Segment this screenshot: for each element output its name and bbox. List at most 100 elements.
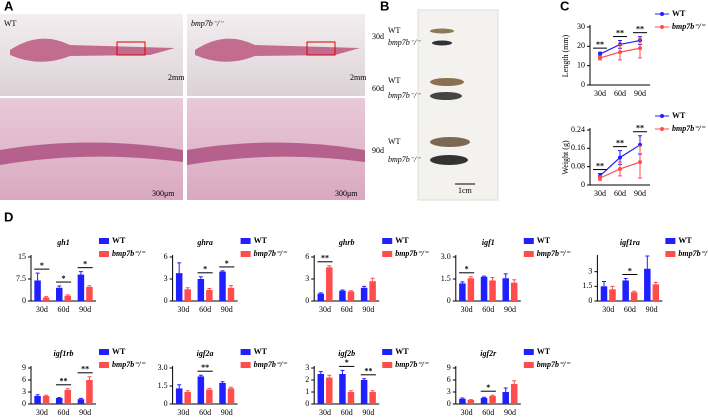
y-tick-label: 3 <box>305 363 309 372</box>
genotype-label: WT <box>388 26 401 35</box>
x-tick-label: 90d <box>362 408 374 417</box>
bar <box>64 295 71 301</box>
y-tick-label: 3 <box>447 387 451 396</box>
x-tick-label: 30d <box>461 305 473 314</box>
y-tick-label: 1.5 <box>158 381 168 390</box>
legend-swatch <box>99 251 109 257</box>
x-tick-label: 90d <box>634 89 646 98</box>
x-tick-label: 90d <box>362 305 374 314</box>
y-axis-label: Length (mm) <box>561 34 570 77</box>
bar <box>360 380 368 404</box>
x-tick-label: 30d <box>36 408 48 417</box>
chart-title: igf1ra <box>620 238 640 247</box>
error-bar <box>44 394 49 396</box>
bar <box>467 278 475 301</box>
point <box>638 160 642 165</box>
legend-swatch <box>240 251 251 257</box>
error-bar <box>468 276 473 279</box>
fish <box>430 92 462 100</box>
scale-bar: 2mm <box>168 73 185 82</box>
y-tick-label: 30 <box>577 22 585 31</box>
legend-swatch <box>382 362 393 368</box>
legend-swatch <box>99 238 109 244</box>
y-tick-label: 0 <box>164 399 168 408</box>
y-tick-label: 1.5 <box>441 274 451 283</box>
error-bar <box>645 255 650 269</box>
bar <box>219 383 226 404</box>
y-tick-label: 0 <box>581 180 585 189</box>
x-tick-label: 60d <box>341 305 353 314</box>
bar <box>510 282 518 301</box>
legend-swatch <box>240 349 251 355</box>
fish <box>430 155 468 165</box>
y-tick-label: 9 <box>447 363 451 372</box>
legend-label: bmp7b⁻/⁻ <box>672 22 706 31</box>
bar <box>467 400 475 404</box>
y-tick-label: 7.5 <box>16 274 26 283</box>
genotype-label: bmp7b⁻/⁻ <box>191 19 224 28</box>
y-tick-label: 3 <box>305 274 309 283</box>
bar <box>326 377 333 404</box>
error-bar <box>65 388 70 390</box>
y-tick-label: 0.16 <box>571 143 585 152</box>
error-bar <box>490 277 495 281</box>
y-tick-label: 20 <box>577 41 585 50</box>
genotype-label: WT <box>388 137 401 146</box>
error-bar <box>87 376 92 380</box>
error-bar <box>318 371 323 374</box>
error-bar <box>78 271 83 275</box>
x-tick-label: 60d <box>58 305 70 314</box>
x-tick-label: 30d <box>177 408 189 417</box>
significance: ** <box>364 367 372 376</box>
bar <box>510 384 518 404</box>
error-bar <box>35 272 40 281</box>
y-tick-label: 0 <box>22 399 26 408</box>
significance: ** <box>201 363 209 372</box>
point <box>598 52 602 57</box>
legend-swatch <box>99 349 109 355</box>
error-bar <box>220 381 225 383</box>
fish <box>430 28 454 34</box>
error-bar <box>65 294 70 296</box>
bar <box>369 392 376 404</box>
significance: ** <box>616 28 624 37</box>
error-bar <box>362 378 367 380</box>
bar <box>652 284 660 301</box>
error-bar <box>653 281 658 285</box>
bar <box>184 392 191 404</box>
panel-label: A <box>4 0 14 13</box>
legend-label: WT <box>254 347 268 356</box>
bar <box>489 280 496 301</box>
legend-label: bmp7b⁻/⁻ <box>537 249 571 258</box>
legend-label: WT <box>537 347 551 356</box>
genotype-label: bmp7b⁻/⁻ <box>388 38 421 47</box>
chart-title: igf2r <box>480 349 497 358</box>
error-bar <box>78 397 83 400</box>
bar <box>86 380 93 404</box>
legend-swatch <box>382 251 393 257</box>
bar <box>34 396 41 404</box>
error-bar <box>207 288 212 290</box>
legend-label: bmp7b⁻/⁻ <box>254 360 288 369</box>
error-bar <box>340 369 345 374</box>
significance: * <box>83 259 87 268</box>
bar <box>42 297 50 301</box>
legend-swatch <box>660 12 664 16</box>
error-bar <box>327 265 332 268</box>
y-tick-label: 6 <box>447 375 451 384</box>
panel-label: C <box>560 0 570 13</box>
error-bar <box>512 380 517 384</box>
legend-swatch <box>382 349 393 355</box>
bar <box>480 398 488 404</box>
legend-swatch <box>523 251 534 257</box>
panel-label: B <box>380 0 389 13</box>
x-tick-label: 90d <box>634 189 646 198</box>
y-tick-label: 0 <box>22 296 26 305</box>
age-label: 90d <box>372 146 384 155</box>
error-bar <box>348 390 353 392</box>
y-tick-label: 0 <box>588 296 592 305</box>
significance: * <box>225 259 229 268</box>
point <box>618 166 622 171</box>
x-tick-label: 60d <box>614 89 626 98</box>
genotype-label: WT <box>4 19 17 28</box>
